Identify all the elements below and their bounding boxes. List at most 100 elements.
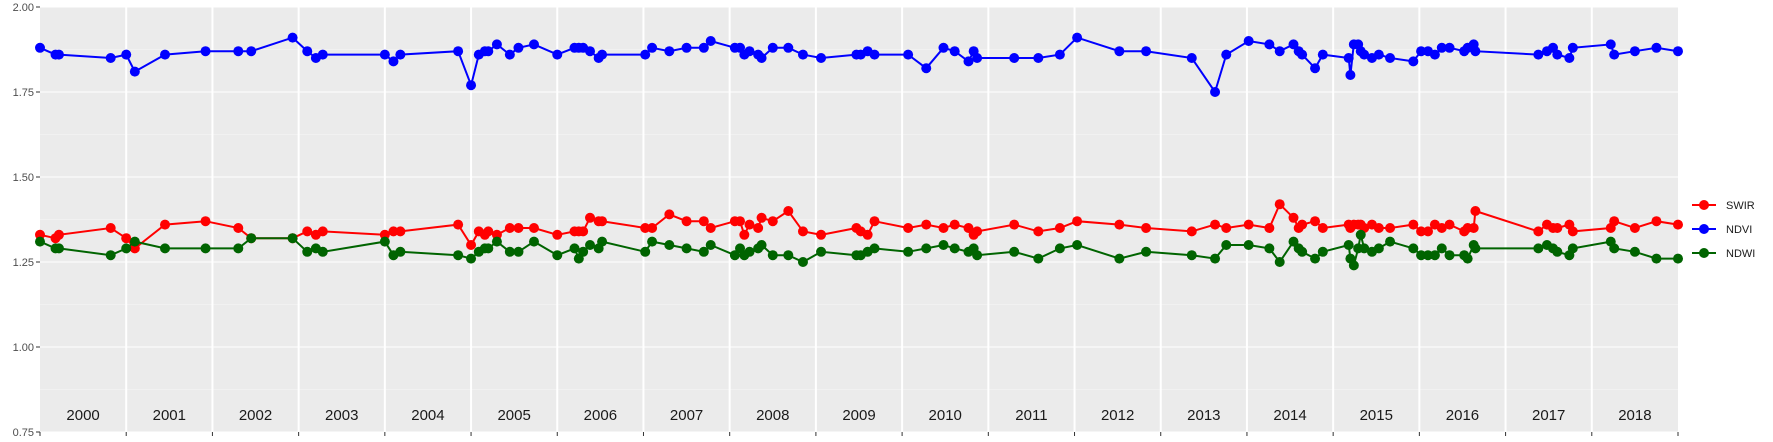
year-label: 2015 [1360, 407, 1393, 424]
data-point-ndvi [903, 49, 914, 60]
data-point-ndwi [1274, 257, 1285, 267]
data-point-swir [862, 229, 873, 240]
data-point-swir [233, 223, 244, 233]
data-point-ndvi [1552, 49, 1563, 60]
data-point-ndvi [640, 49, 651, 60]
data-point-ndvi [1054, 49, 1065, 60]
data-point-swir [466, 240, 477, 250]
data-point-ndwi [466, 253, 477, 264]
year-label: 2010 [929, 407, 962, 424]
data-point-ndvi [1359, 49, 1370, 60]
data-point-swir [1114, 219, 1125, 230]
data-point-ndvi [816, 53, 827, 63]
data-point-swir [698, 216, 709, 227]
data-point-ndvi [1264, 39, 1275, 50]
data-point-ndwi [1673, 253, 1683, 264]
data-point-ndwi [705, 240, 716, 250]
data-point-swir [972, 226, 983, 237]
data-point-ndvi [466, 80, 477, 91]
data-point-ndwi [302, 246, 313, 257]
data-point-ndvi [1470, 46, 1481, 57]
legend-label: NDVI [1726, 224, 1752, 236]
data-point-ndvi [1274, 46, 1285, 57]
data-point-ndwi [483, 243, 494, 254]
data-point-swir [1422, 226, 1433, 237]
data-point-swir [903, 223, 914, 233]
data-point-ndwi [528, 236, 539, 247]
data-point-ndwi [647, 236, 658, 247]
data-point-swir [1274, 199, 1285, 210]
data-point-swir [1444, 219, 1455, 230]
data-point-ndvi [513, 42, 524, 53]
data-point-ndwi [1221, 240, 1232, 250]
data-point-ndwi [53, 243, 64, 254]
data-point-swir [705, 223, 716, 233]
data-point-swir [528, 223, 539, 233]
data-point-swir [1468, 223, 1479, 233]
data-point-ndwi [1072, 240, 1083, 250]
data-point-ndvi [1373, 49, 1384, 60]
data-point-ndvi [767, 42, 778, 53]
year-label: 2009 [842, 407, 875, 424]
data-point-ndvi [664, 46, 675, 57]
data-point-swir [640, 223, 651, 233]
data-point-ndwi [1317, 246, 1328, 257]
data-point-ndwi [513, 246, 524, 257]
legend-label: NDWI [1726, 248, 1755, 260]
data-point-swir [744, 219, 755, 230]
data-point-ndvi [756, 53, 767, 63]
data-point-ndvi [200, 46, 211, 57]
data-point-ndwi [869, 243, 880, 254]
data-point-ndwi [233, 243, 244, 254]
data-point-ndvi [921, 63, 932, 74]
data-point-ndvi [528, 39, 539, 50]
data-point-swir [1310, 216, 1321, 227]
data-point-ndwi [129, 236, 140, 247]
data-point-swir [1072, 216, 1083, 227]
data-point-swir [816, 229, 827, 240]
series-ndwi [35, 229, 1683, 271]
year-label: 2001 [153, 407, 186, 424]
data-point-swir [753, 223, 764, 233]
data-point-ndwi [972, 250, 983, 261]
year-label: 2005 [497, 407, 530, 424]
data-point-ndvi [1288, 39, 1299, 50]
data-point-swir [869, 216, 880, 227]
data-point-swir [921, 219, 932, 230]
data-point-swir [797, 226, 808, 237]
data-point-ndvi [233, 46, 244, 57]
data-point-ndvi [705, 36, 716, 46]
y-tick-label: 2.00 [13, 2, 34, 14]
data-point-ndwi [744, 246, 755, 257]
data-point-ndvi [1651, 42, 1662, 53]
data-point-ndvi [972, 53, 983, 63]
data-point-ndwi [1114, 253, 1125, 264]
data-point-ndvi [1385, 53, 1396, 63]
year-label: 2011 [1015, 407, 1047, 424]
data-point-ndwi [938, 240, 949, 250]
data-point-ndwi [1651, 253, 1662, 264]
year-label: 2016 [1446, 407, 1479, 424]
data-point-ndwi [1297, 246, 1308, 257]
data-point-ndvi [783, 42, 794, 53]
y-tick-label: 1.25 [13, 257, 34, 269]
data-point-swir [681, 216, 692, 227]
data-point-ndvi [1567, 42, 1578, 53]
year-label: 2017 [1532, 407, 1565, 424]
data-point-ndvi [246, 46, 257, 57]
data-point-swir [453, 219, 464, 230]
year-label: 2000 [66, 407, 99, 424]
data-point-ndvi [1444, 42, 1455, 53]
data-point-ndvi [1345, 70, 1356, 80]
data-point-swir [513, 223, 524, 233]
data-point-ndwi [698, 246, 709, 257]
data-point-ndvi [491, 39, 502, 50]
data-point-ndvi [379, 49, 390, 60]
data-point-ndvi [949, 46, 960, 57]
year-label: 2003 [325, 407, 358, 424]
data-point-ndwi [569, 243, 580, 254]
year-label: 2018 [1618, 407, 1651, 424]
data-point-swir [1373, 223, 1384, 233]
legend: SWIR NDVI NDWI [1692, 200, 1755, 260]
data-point-ndwi [317, 246, 328, 257]
